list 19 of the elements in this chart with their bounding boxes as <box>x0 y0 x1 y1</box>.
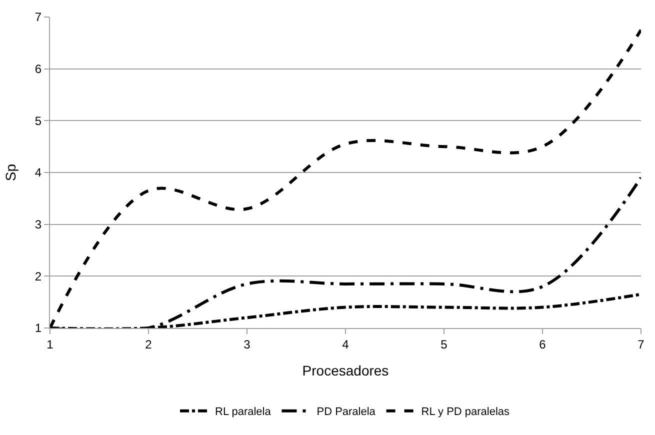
y-tick-label: 5 <box>34 114 42 128</box>
y-tick-label: 3 <box>34 218 42 232</box>
y-axis-title: Sp <box>2 164 19 182</box>
legend-label: PD Paralela <box>316 406 376 418</box>
x-axis-title: Procesadores <box>302 362 389 379</box>
x-tick-label: 1 <box>46 337 54 352</box>
x-tick-label: 4 <box>342 337 350 352</box>
x-tick-label: 5 <box>440 337 448 352</box>
legend-label: RL paralela <box>215 406 272 418</box>
y-tick-label: 7 <box>34 10 42 24</box>
y-tick-label: 4 <box>34 166 42 180</box>
y-tick-label: 1 <box>34 321 42 336</box>
x-tick-label: 3 <box>244 337 251 352</box>
x-tick-label: 6 <box>539 337 546 352</box>
x-tick-label: 7 <box>638 337 645 352</box>
x-tick-label: 2 <box>145 337 152 352</box>
y-tick-label: 6 <box>34 62 42 76</box>
legend-label: RL y PD paralelas <box>421 406 510 418</box>
y-tick-label: 2 <box>34 269 42 284</box>
